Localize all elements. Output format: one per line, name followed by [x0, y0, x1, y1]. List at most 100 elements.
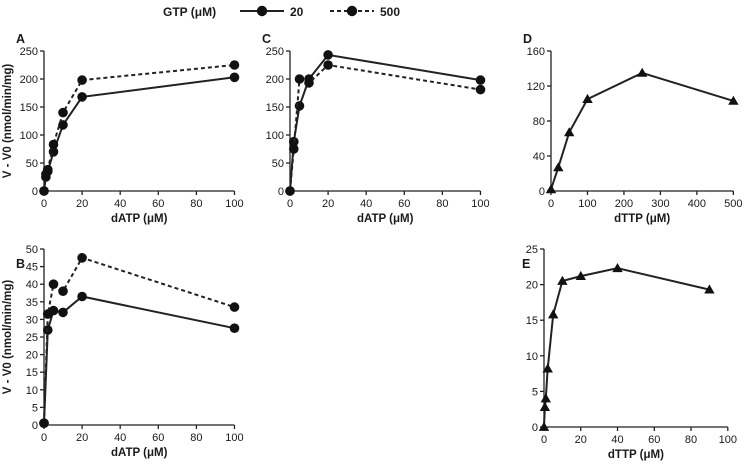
- y-tick-label: 25: [26, 332, 38, 344]
- x-tick-label: 20: [575, 434, 587, 446]
- x-tick-label: 200: [615, 198, 633, 210]
- data-point-circle: [294, 74, 305, 84]
- y-tick-label: 200: [20, 74, 38, 86]
- panel-a: A 0 50 100 150 200 250 0 20 40 60 80 100 dATP (μM) V -…: [2, 32, 244, 225]
- data-point-triangle: [637, 67, 648, 77]
- y-tick-label: 20: [26, 350, 38, 362]
- x-tick-label: 60: [152, 198, 164, 210]
- x-tick-label: 100: [578, 198, 596, 210]
- data-point-triangle: [539, 401, 551, 411]
- data-point-circle: [77, 291, 87, 302]
- y-tick-label: 200: [266, 74, 284, 86]
- panel-letter: C: [262, 32, 271, 46]
- panel-e: E 0 5 10 15 20 25 0 20 40 60 80 100 dTTP (μM): [522, 244, 737, 461]
- x-tick-label: 0: [41, 198, 47, 210]
- y-tick-label: 0: [32, 420, 38, 432]
- y-axis-title: V - V0 (nmol/min/mg): [2, 280, 14, 395]
- data-point-circle: [48, 139, 59, 150]
- panel-letter: D: [523, 32, 532, 46]
- x-tick-label: 0: [541, 434, 547, 446]
- x-tick-label: 40: [611, 434, 623, 446]
- series-line-500: [289, 63, 481, 192]
- x-tick-label: 300: [651, 198, 669, 210]
- series-line-20: [289, 53, 481, 192]
- y-tick-label: 30: [26, 314, 38, 326]
- x-axis-title: dATP (μM): [357, 213, 414, 225]
- x-tick-label: 0: [548, 198, 554, 210]
- series-line-500: [43, 256, 235, 424]
- data-point-circle: [475, 75, 486, 85]
- x-tick-label: 100: [471, 198, 489, 210]
- x-axis-title: dATP (μM): [111, 447, 168, 459]
- legend-title: GTP (μM): [163, 5, 216, 19]
- data-point-circle: [229, 323, 240, 334]
- x-tick-label: 80: [190, 198, 202, 210]
- data-point-circle: [58, 307, 68, 318]
- data-point-triangle: [557, 275, 568, 285]
- y-tick-label: 45: [26, 262, 38, 274]
- x-tick-label: 0: [41, 432, 47, 444]
- panel-letter: E: [522, 257, 530, 271]
- data-point-triangle: [545, 184, 557, 194]
- data-point-triangle: [582, 93, 593, 103]
- data-point-triangle: [553, 162, 564, 172]
- y-tick-label: 20: [526, 280, 538, 292]
- data-point-circle: [229, 60, 240, 70]
- y-tick-label: 50: [26, 158, 38, 170]
- series-line-500: [43, 64, 235, 192]
- x-tick-label: 80: [190, 432, 202, 444]
- legend-marker-500: [346, 5, 358, 17]
- x-tick-label: 20: [322, 198, 334, 210]
- x-axis-title: dTTP (μM): [614, 213, 670, 225]
- x-axis-title: dTTP (μM): [608, 449, 664, 461]
- y-tick-label: 50: [26, 244, 38, 256]
- data-point-circle: [304, 78, 314, 88]
- y-tick-label: 40: [533, 151, 545, 163]
- y-tick-label: 80: [533, 116, 545, 128]
- series-line-20: [43, 295, 235, 424]
- y-tick-label: 35: [26, 297, 38, 309]
- data-point-circle: [323, 60, 333, 70]
- data-point-circle: [285, 186, 295, 196]
- y-tick-label: 10: [526, 351, 538, 363]
- y-tick-label: 120: [527, 81, 545, 93]
- y-tick-label: 160: [527, 46, 545, 58]
- y-tick-label: 250: [20, 46, 38, 58]
- x-tick-label: 40: [114, 198, 126, 210]
- data-point-circle: [58, 107, 68, 118]
- x-tick-label: 60: [648, 434, 660, 446]
- legend-label-500: 500: [380, 5, 400, 19]
- y-tick-label: 150: [20, 102, 38, 114]
- x-tick-label: 40: [360, 198, 372, 210]
- x-tick-label: 100: [719, 434, 737, 446]
- data-point-circle: [229, 302, 240, 312]
- y-tick-label: 10: [26, 385, 38, 397]
- data-point-circle: [323, 50, 333, 60]
- y-tick-label: 100: [266, 130, 284, 142]
- series-line-dTTP: [543, 267, 710, 428]
- x-tick-label: 500: [724, 198, 742, 210]
- data-point-circle: [43, 164, 53, 175]
- x-tick-label: 80: [685, 434, 697, 446]
- data-point-triangle: [540, 393, 551, 403]
- x-axis-title: dATP (μM): [111, 213, 168, 225]
- panel-d: D 0 40 80 120 160 0 100 200 300 400 500 dTTP (μM): [523, 32, 743, 225]
- y-tick-label: 0: [32, 186, 38, 198]
- x-tick-label: 0: [287, 198, 293, 210]
- data-point-triangle: [548, 309, 559, 319]
- y-tick-label: 100: [20, 130, 38, 142]
- legend: GTP (μM) 20 500: [163, 5, 400, 19]
- panel-c: C 0 50 100 150 200 250 0 20 40 60 80 100 dATP (μM): [262, 32, 490, 225]
- y-tick-label: 0: [539, 186, 545, 198]
- x-tick-label: 100: [225, 198, 243, 210]
- y-tick-label: 40: [26, 279, 38, 291]
- data-point-circle: [289, 144, 299, 154]
- data-point-circle: [39, 186, 49, 196]
- data-point-circle: [77, 252, 87, 263]
- x-tick-label: 80: [436, 198, 448, 210]
- y-tick-label: 5: [32, 402, 38, 414]
- x-tick-label: 20: [76, 198, 88, 210]
- data-point-triangle: [704, 284, 715, 294]
- data-point-circle: [43, 309, 53, 319]
